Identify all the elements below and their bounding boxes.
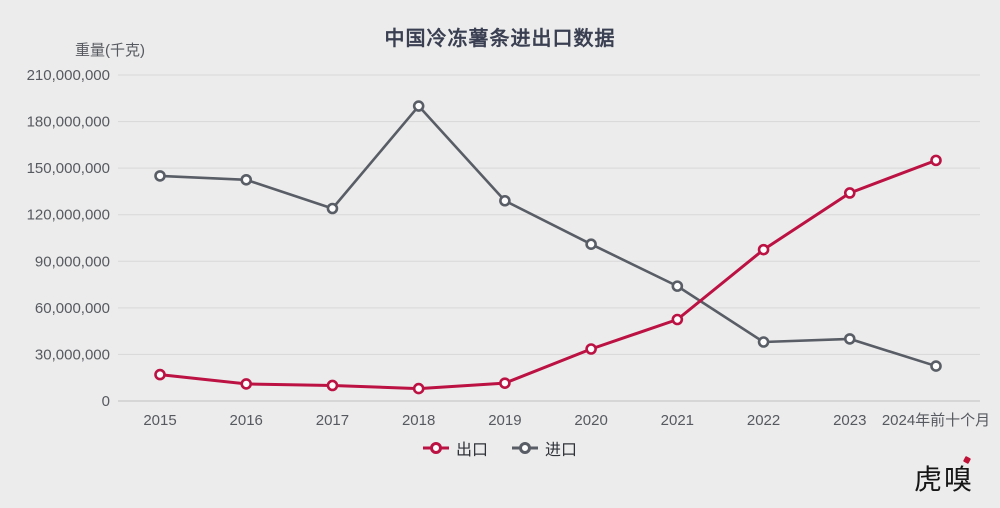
export-point <box>757 243 770 256</box>
y-tick-label: 30,000,000 <box>35 346 110 363</box>
x-tick-label: 2017 <box>316 412 349 429</box>
export-legend-marker-icon <box>422 442 449 454</box>
x-tick-label: 2020 <box>574 412 607 429</box>
x-tick-label: 2019 <box>488 412 521 429</box>
legend-item-export: 出口 <box>422 436 488 460</box>
export-point <box>154 368 166 381</box>
x-tick-label: 2015 <box>143 412 176 429</box>
import-point <box>240 173 253 186</box>
legend-label-export: 出口 <box>455 442 488 459</box>
import-point <box>585 238 597 251</box>
y-tick-label: 210,000,000 <box>27 67 110 84</box>
import-point <box>930 360 942 372</box>
y-tick-label: 120,000,000 <box>27 207 110 224</box>
y-axis-unit-label: 重量(千克) <box>75 42 145 59</box>
x-tick-label: 2018 <box>402 412 435 429</box>
x-tick-label: 2021 <box>661 412 694 429</box>
logo-text: 虎嗅 <box>913 463 974 496</box>
export-point <box>326 379 339 392</box>
import-point <box>757 336 770 348</box>
y-tick-label: 150,000,000 <box>27 160 110 177</box>
x-tick-label: 2016 <box>230 412 263 429</box>
legend-label-import: 进口 <box>545 442 578 459</box>
export-point <box>499 377 511 389</box>
export-line <box>158 158 938 391</box>
import-point <box>843 333 856 345</box>
export-point <box>412 382 425 395</box>
chart-title: 中国冷冻薯条进出口数据 <box>384 28 616 50</box>
y-tick-label: 0 <box>102 393 110 410</box>
import-point <box>412 100 425 112</box>
y-tick-label: 180,000,000 <box>27 114 110 131</box>
huxiu-logo: 虎嗅 <box>913 455 974 498</box>
import-point <box>326 202 339 215</box>
export-point <box>585 343 597 355</box>
import-point <box>154 170 166 182</box>
x-tick-label: 2024年前十个月 <box>882 412 990 429</box>
y-tick-label: 90,000,000 <box>35 253 110 270</box>
x-tick-label: 2022 <box>747 412 780 429</box>
legend-item-import: 进口 <box>512 436 577 460</box>
import-line <box>158 104 938 368</box>
import-point <box>499 194 511 207</box>
export-point <box>930 154 942 167</box>
y-tick-label: 60,000,000 <box>35 300 110 317</box>
export-point <box>240 378 253 390</box>
export-point <box>671 313 684 326</box>
x-tick-label: 2023 <box>833 412 866 429</box>
import-legend-marker-icon <box>512 442 538 454</box>
import-point <box>671 280 684 292</box>
legend: 出口 进口 <box>0 436 1000 460</box>
export-point <box>843 187 856 199</box>
